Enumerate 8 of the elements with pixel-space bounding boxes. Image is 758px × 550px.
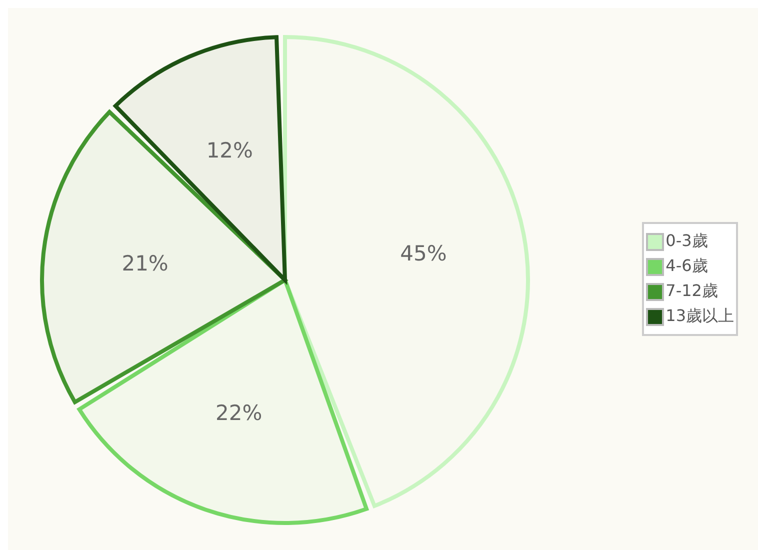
- data-label: 22%: [215, 401, 262, 426]
- data-label: 45%: [400, 242, 447, 266]
- legend-label: 4-6歲: [666, 256, 708, 277]
- data-label: 21%: [122, 251, 168, 276]
- legend-label: 0-3歲: [666, 231, 708, 252]
- data-label: 12%: [206, 138, 254, 162]
- legend-label: 7-12歲: [666, 281, 718, 302]
- legend-label: 13歲以上: [666, 306, 734, 327]
